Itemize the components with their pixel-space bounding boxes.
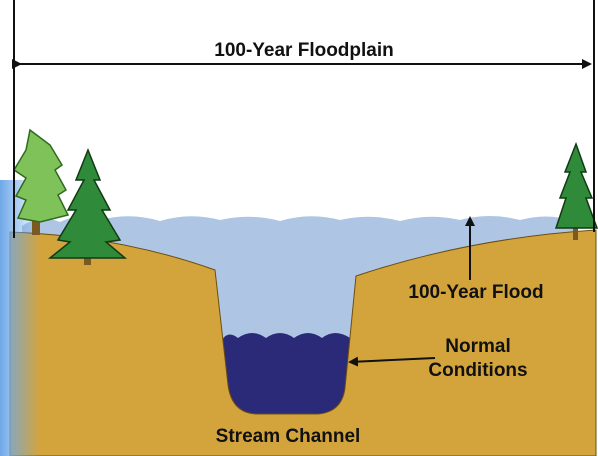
floodplain-label: 100-Year Floodplain [214,40,394,61]
floodplain-diagram: 100-Year Floodplain 100-Year Flood Norma… [0,0,598,456]
flood-label: 100-Year Flood [408,282,543,303]
normal-label-line: Normal [445,336,510,357]
channel-label: Stream Channel [216,426,361,447]
normal-water [222,333,350,420]
normal-label-line: Conditions [428,360,527,381]
